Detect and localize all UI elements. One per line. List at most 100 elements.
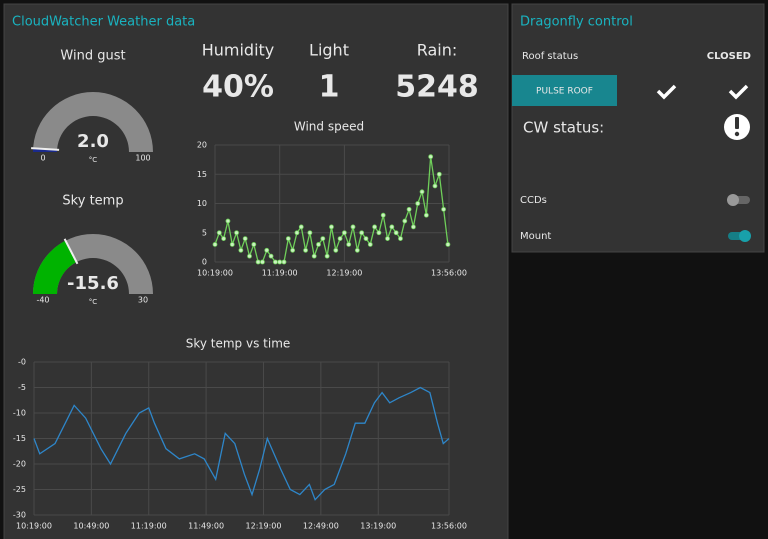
gauge-min: -40 bbox=[36, 296, 49, 305]
stat-value: 1 bbox=[319, 70, 340, 105]
gauge-fill bbox=[33, 240, 77, 294]
data-point bbox=[423, 212, 429, 218]
gauge-unit: °C bbox=[89, 156, 98, 164]
y-tick-label: -30 bbox=[13, 511, 26, 520]
data-point bbox=[311, 253, 317, 259]
data-point bbox=[251, 242, 257, 247]
stat-label: Humidity bbox=[202, 41, 275, 60]
stat-value: 40% bbox=[202, 70, 274, 105]
data-point bbox=[225, 218, 231, 224]
data-point bbox=[264, 247, 270, 253]
panel-title: Dragonfly control bbox=[520, 15, 633, 30]
chart-title: Sky temp vs time bbox=[186, 337, 291, 351]
data-point bbox=[290, 247, 296, 253]
data-point bbox=[294, 230, 300, 236]
switch-knob[interactable] bbox=[739, 230, 751, 242]
data-point bbox=[216, 230, 222, 236]
roof-status-label: Roof status bbox=[522, 51, 578, 62]
gauge-max: 100 bbox=[135, 154, 150, 163]
x-tick-label: 10:19:00 bbox=[197, 269, 233, 278]
alert-icon-dot bbox=[734, 131, 740, 137]
data-point bbox=[229, 242, 235, 247]
x-tick-label: 11:19:00 bbox=[262, 269, 298, 278]
control-panel bbox=[511, 3, 765, 253]
data-point bbox=[359, 230, 365, 236]
data-point bbox=[260, 259, 265, 265]
x-tick-label: 10:49:00 bbox=[73, 522, 109, 531]
y-tick-label: -20 bbox=[13, 460, 26, 469]
y-tick-label: 20 bbox=[197, 141, 207, 150]
data-point bbox=[298, 224, 304, 230]
data-point bbox=[320, 236, 326, 242]
data-point bbox=[380, 212, 386, 218]
x-tick-label: 10:19:00 bbox=[16, 522, 52, 531]
x-tick-label: 11:19:00 bbox=[131, 522, 167, 531]
switch-knob[interactable] bbox=[727, 194, 739, 206]
gauge-value: 2.0 bbox=[77, 131, 109, 152]
data-point bbox=[234, 230, 239, 236]
data-point bbox=[281, 259, 287, 265]
data-point bbox=[247, 253, 252, 259]
data-point bbox=[363, 236, 369, 242]
check-icon bbox=[656, 84, 677, 100]
x-tick-label: 13:19:00 bbox=[360, 522, 396, 531]
y-tick-label: 10 bbox=[197, 199, 207, 208]
data-point bbox=[432, 183, 438, 189]
data-point bbox=[389, 224, 395, 230]
data-point bbox=[255, 259, 261, 265]
data-point bbox=[268, 253, 274, 259]
switch-label: CCDs bbox=[520, 195, 547, 206]
data-point bbox=[445, 242, 451, 247]
x-tick-label: 13:56:00 bbox=[431, 269, 467, 278]
data-point bbox=[441, 206, 447, 212]
roof-status: CLOSED bbox=[707, 51, 751, 62]
data-point bbox=[303, 247, 308, 253]
gauge-min: 0 bbox=[40, 154, 45, 163]
data-point bbox=[277, 259, 283, 265]
stat-label: Rain: bbox=[417, 41, 458, 60]
y-tick-label: -15 bbox=[13, 434, 26, 443]
gauge-track bbox=[33, 92, 153, 152]
check-icon bbox=[728, 84, 749, 100]
gauge-label: Sky temp bbox=[62, 194, 123, 209]
x-tick-label: 13:56:00 bbox=[431, 522, 467, 531]
data-point bbox=[376, 230, 382, 236]
data-point bbox=[393, 230, 399, 236]
gauge-label: Wind gust bbox=[60, 49, 125, 64]
data-point bbox=[419, 189, 425, 195]
data-point bbox=[285, 236, 291, 242]
button-label[interactable]: PULSE ROOF bbox=[536, 87, 593, 97]
gauge-max: 30 bbox=[138, 296, 148, 305]
pulse-roof-button[interactable] bbox=[512, 75, 617, 106]
data-point bbox=[367, 242, 373, 247]
y-tick-label: 15 bbox=[197, 170, 207, 179]
gauge-unit: °C bbox=[89, 298, 98, 306]
data-point bbox=[350, 224, 356, 230]
data-point bbox=[406, 206, 412, 212]
data-point bbox=[337, 236, 343, 242]
switch-label: Mount bbox=[520, 231, 551, 242]
y-tick-label: -5 bbox=[18, 383, 26, 392]
data-point bbox=[272, 259, 278, 265]
data-point bbox=[238, 247, 244, 253]
data-point bbox=[221, 236, 227, 242]
data-point bbox=[324, 253, 330, 259]
y-tick-label: -0 bbox=[18, 358, 26, 367]
data-point bbox=[346, 242, 352, 247]
y-tick-label: -10 bbox=[13, 409, 26, 418]
data-point bbox=[333, 247, 339, 253]
cw-status-label: CW status: bbox=[523, 119, 604, 137]
data-point bbox=[428, 154, 434, 160]
data-point bbox=[316, 242, 321, 247]
data-point bbox=[372, 224, 377, 230]
gauge-needle bbox=[63, 238, 79, 265]
x-tick-label: 12:19:00 bbox=[326, 269, 362, 278]
data-point bbox=[415, 201, 421, 206]
data-point bbox=[402, 218, 408, 224]
x-tick-label: 12:49:00 bbox=[303, 522, 339, 531]
chart-title: Wind speed bbox=[294, 120, 364, 134]
data-point bbox=[354, 247, 360, 253]
data-point bbox=[212, 242, 218, 247]
data-line bbox=[33, 386, 450, 501]
x-tick-label: 12:19:00 bbox=[246, 522, 282, 531]
